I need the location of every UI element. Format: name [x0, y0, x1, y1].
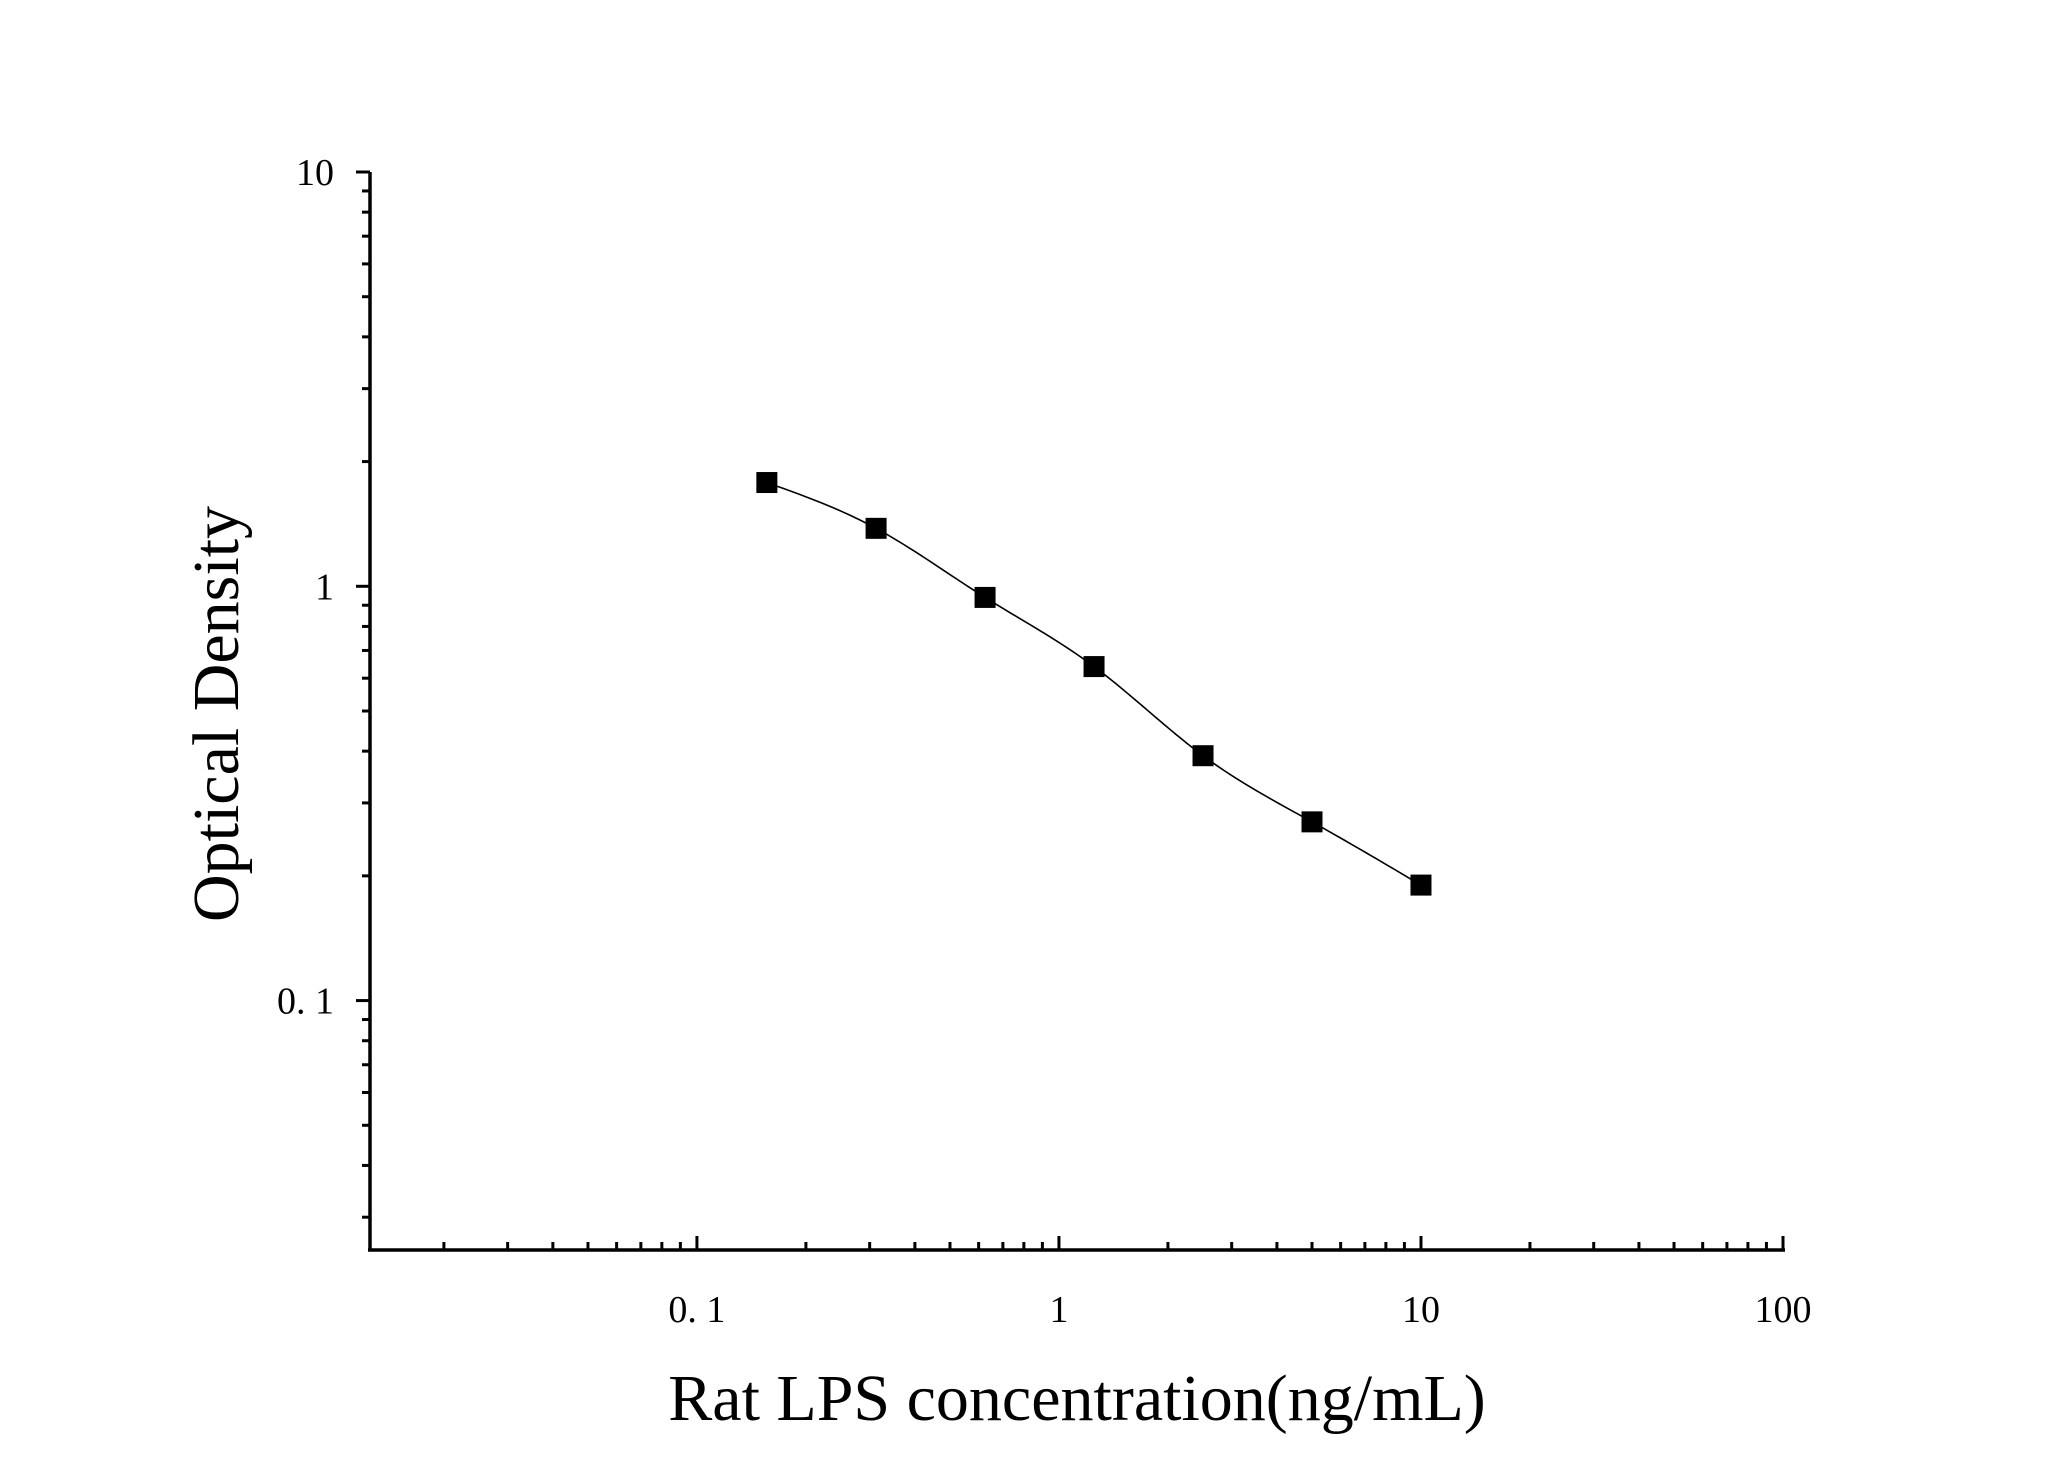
ticks: [356, 170, 1785, 1250]
data-point: [865, 517, 887, 539]
data-point: [1410, 874, 1432, 896]
axes: [368, 172, 1785, 1252]
tick-labels: 0. 1 1 10 100 0. 1 1 10: [277, 152, 1812, 1331]
x-tick-label: 1: [1049, 1289, 1068, 1331]
data-point: [974, 586, 996, 608]
data-point: [1301, 811, 1323, 833]
y-tick-label: 10: [296, 152, 334, 194]
y-tick-label: 1: [315, 566, 334, 608]
y-axis-title: Optical Density: [180, 506, 253, 922]
data-points: [756, 472, 1432, 896]
data-point: [1192, 745, 1214, 767]
x-tick-label: 10: [1402, 1289, 1440, 1331]
data-point: [1083, 656, 1105, 678]
data-point: [756, 472, 778, 494]
y-tick-label: 0. 1: [277, 981, 334, 1023]
x-tick-label: 0. 1: [668, 1289, 725, 1331]
x-tick-label: 100: [1755, 1289, 1812, 1331]
fit-curve: [766, 481, 1422, 886]
x-axis-title: Rat LPS concentration(ng/mL): [668, 1362, 1486, 1435]
